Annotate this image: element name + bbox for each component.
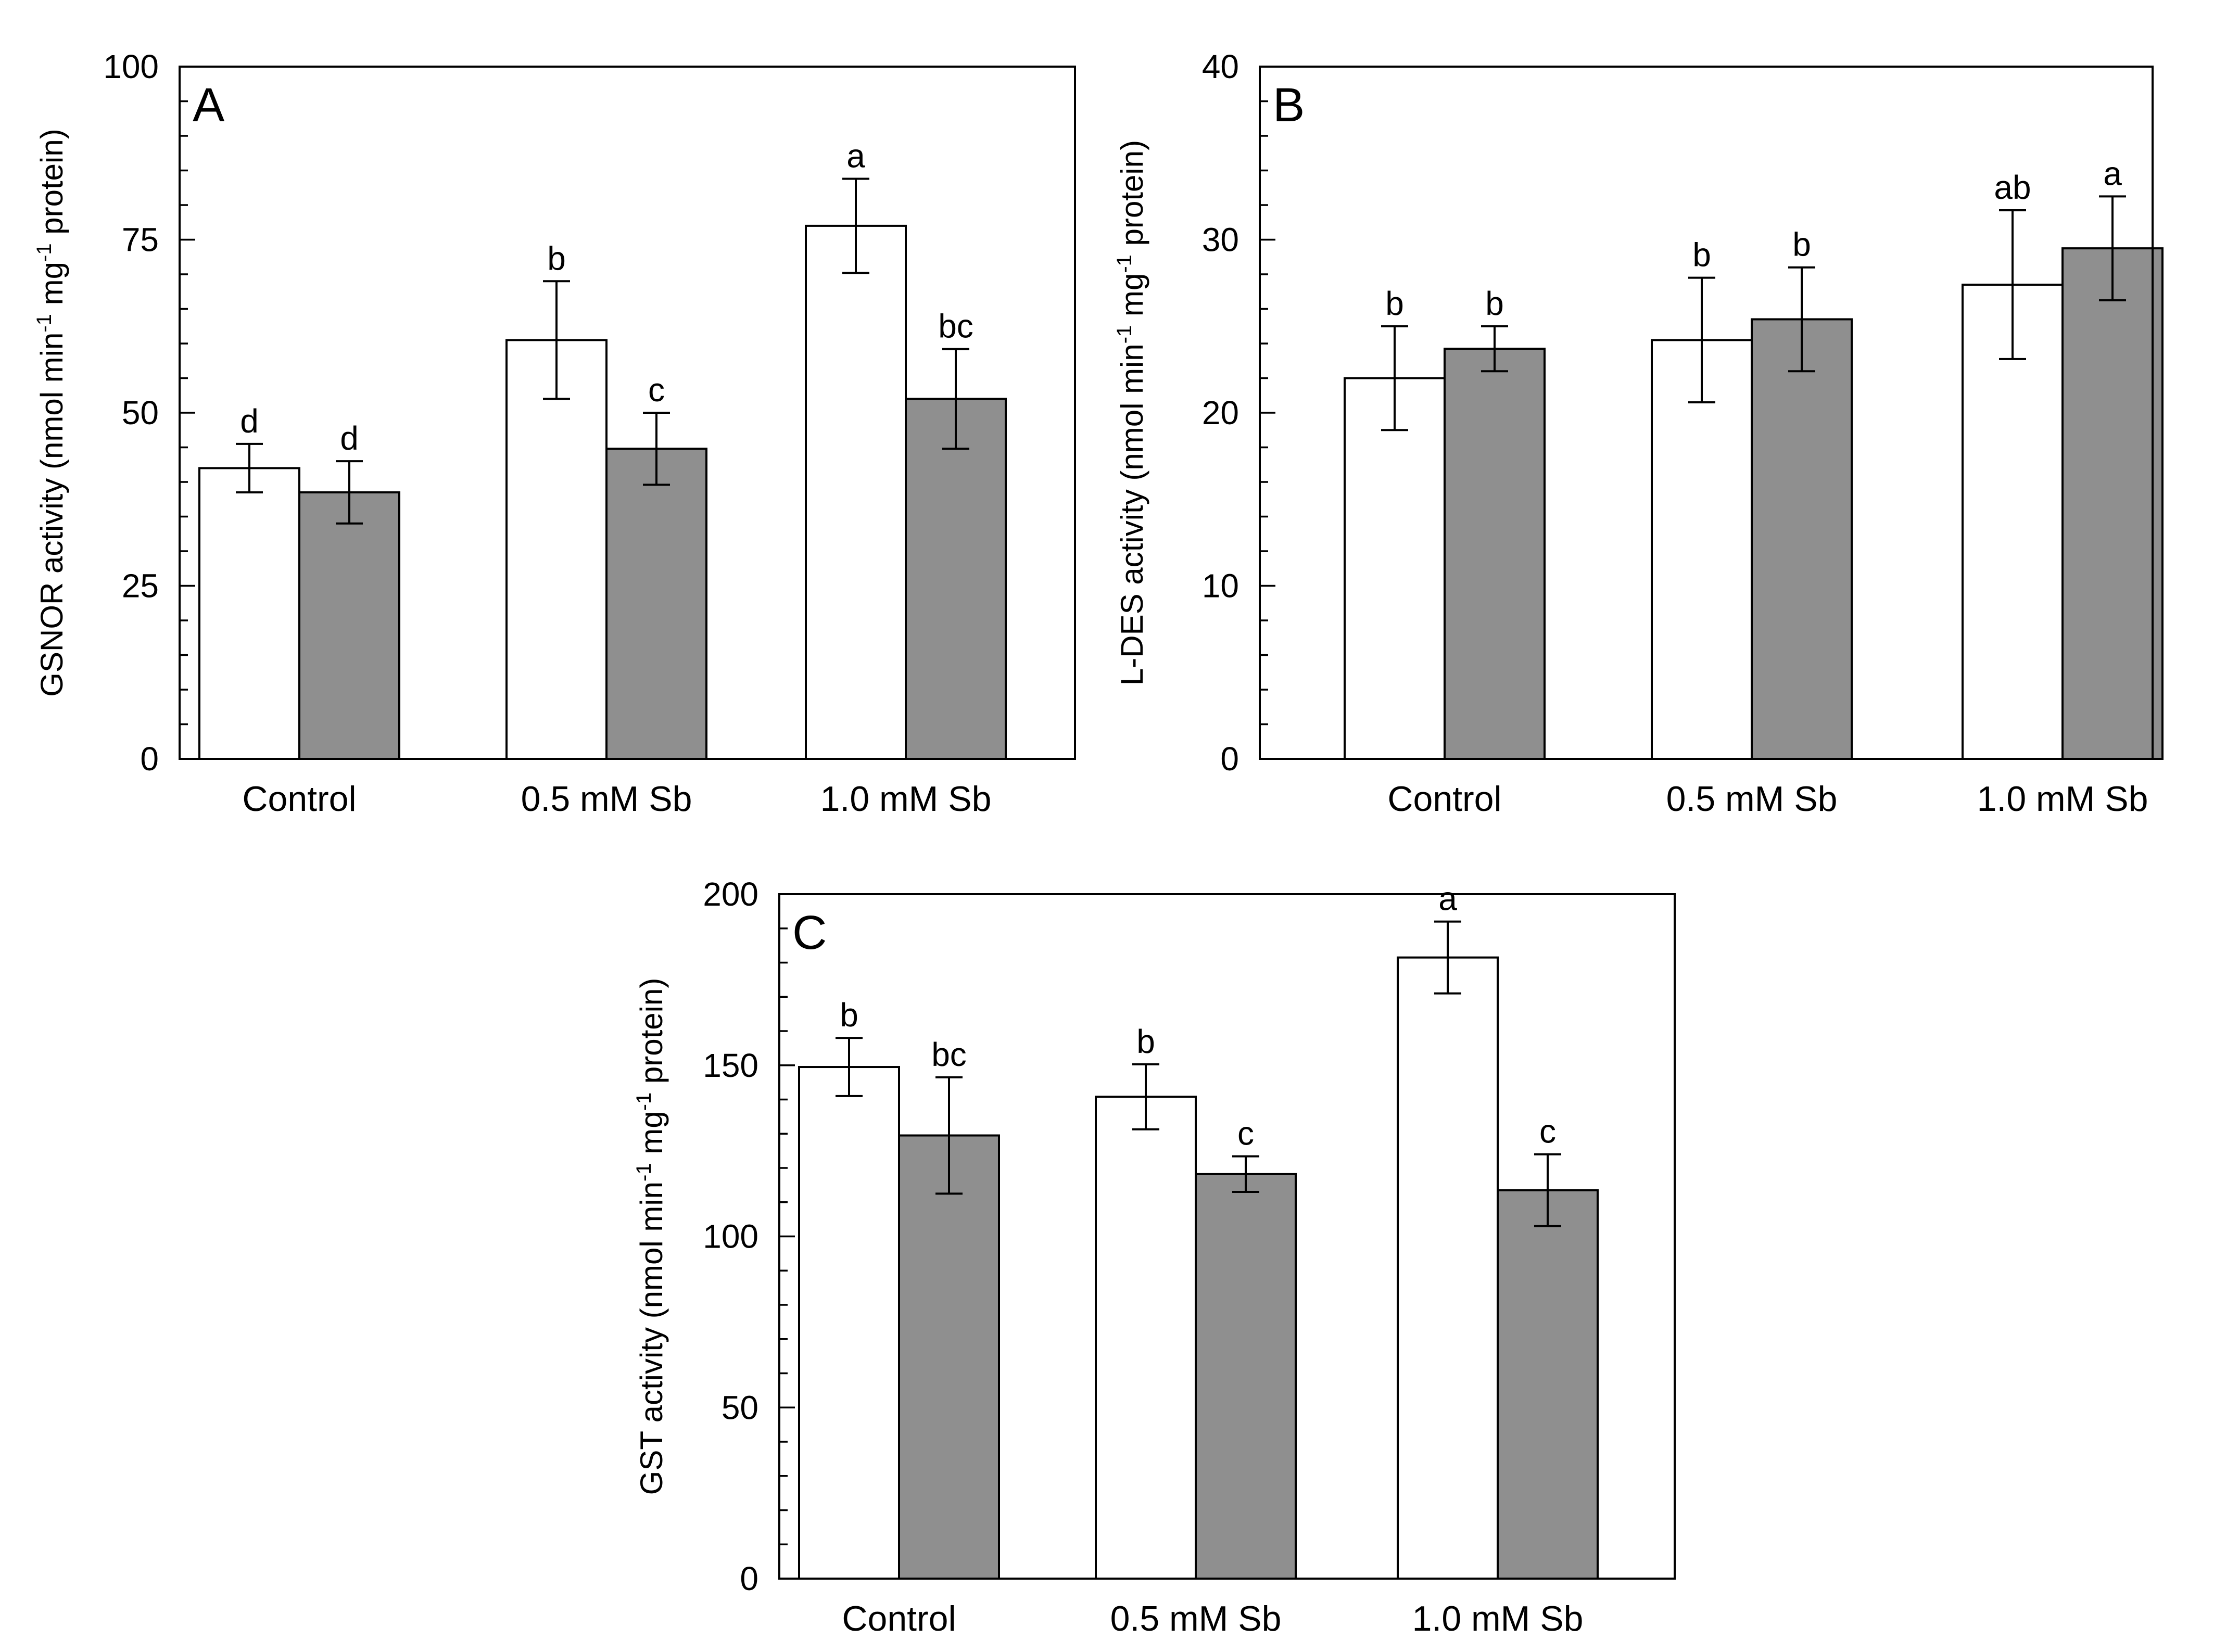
y-tick-label: 25 (122, 567, 159, 605)
bar-gray-2 (605, 448, 707, 760)
y-axis-title-part: -1 (33, 314, 56, 333)
significance-label: bc (931, 1036, 967, 1073)
y-tick-label: 0 (740, 1560, 758, 1597)
x-category-label: 1.0 mM Sb (820, 779, 992, 819)
x-category-label: 1.0 mM Sb (1977, 779, 2148, 819)
y-tick-label: 30 (1202, 221, 1239, 259)
significance-label: a (2103, 155, 2122, 192)
y-axis-title-part: protein) (1115, 140, 1149, 255)
x-category-label: Control (1387, 779, 1501, 819)
significance-label: a (1438, 880, 1457, 918)
significance-label: c (1237, 1115, 1254, 1152)
bar-white-1 (198, 467, 300, 760)
bar-gray-3 (1497, 1189, 1599, 1580)
y-axis-title-part: L-DES activity (nmol min (1115, 344, 1149, 685)
significance-label: b (547, 239, 566, 277)
x-category-label: 0.5 mM Sb (1666, 779, 1838, 819)
y-axis-title: GST activity (nmol min-1 mg-1 protein) (633, 978, 669, 1495)
x-category-label: 1.0 mM Sb (1412, 1599, 1584, 1638)
y-tick-label: 75 (122, 221, 159, 259)
y-axis-title-part: GST activity (nmol min (634, 1181, 669, 1495)
significance-label: ab (1994, 169, 2031, 206)
bar-gray-1 (298, 491, 400, 760)
bar-white-3 (1397, 956, 1499, 1580)
bar-gray-3 (905, 398, 1007, 760)
bar-gray-3 (2061, 247, 2164, 760)
y-axis-title-part: -1 (633, 1092, 655, 1111)
y-axis-title: GSNOR activity (nmol min-1 mg-1 protein) (33, 129, 69, 696)
chart-panel-c: b b a bc c c 0 50 100 150 200 Control 0.5 mM Sb 1.0 m… (633, 875, 1676, 1638)
y-tick-label: 10 (1202, 567, 1239, 605)
bar-white-2 (1095, 1096, 1197, 1580)
bar-gray-2 (1751, 318, 1853, 760)
y-axis-title-part: mg (34, 262, 69, 314)
y-axis-title-part: mg (1115, 273, 1149, 325)
y-tick-label: 100 (703, 1218, 758, 1255)
panel-label: B (1273, 79, 1305, 132)
significance-label: b (1792, 226, 1811, 263)
y-tick-label: 150 (703, 1047, 758, 1084)
y-axis-title-part: protein) (634, 978, 669, 1092)
significance-label: b (1136, 1023, 1155, 1060)
significance-label: c (648, 371, 665, 409)
y-tick-label: 0 (1220, 740, 1239, 778)
y-tick-label: 100 (103, 48, 159, 85)
y-axis-title-part: -1 (1113, 255, 1136, 273)
bar-white-2 (505, 339, 608, 760)
bar-gray-1 (898, 1134, 1000, 1580)
y-axis-title-part: GSNOR activity (nmol min (34, 333, 69, 697)
bar-white-1 (1344, 377, 1446, 760)
y-tick-label: 50 (722, 1389, 758, 1426)
y-tick-label: 200 (703, 875, 758, 913)
significance-label: b (1692, 236, 1711, 274)
significance-label: bc (938, 308, 973, 345)
bar-white-3 (805, 224, 907, 760)
significance-label: d (240, 402, 259, 440)
panel-label: A (193, 79, 225, 132)
x-category-label: Control (242, 779, 356, 819)
significance-label: b (1385, 285, 1404, 322)
y-axis-title-part: mg (634, 1111, 669, 1163)
y-tick-label: 20 (1202, 394, 1239, 431)
x-category-label: 0.5 mM Sb (521, 779, 692, 819)
y-axis-title-part: -1 (33, 243, 56, 262)
significance-label: b (1485, 285, 1504, 322)
y-tick-label: 50 (122, 394, 159, 431)
y-axis-title-part: protein) (34, 129, 69, 243)
panel-label: C (792, 906, 827, 959)
y-axis-title-part: -1 (633, 1163, 655, 1181)
chart-panel-b: b b ab b b a 0 10 20 30 40 Control 0.5 mM Sb 1.0 mM S… (1113, 48, 2164, 819)
significance-label: d (340, 420, 359, 457)
bar-white-3 (1962, 283, 2064, 760)
significance-label: a (846, 137, 865, 174)
significance-label: c (1539, 1113, 1556, 1150)
x-category-label: 0.5 mM Sb (1110, 1599, 1282, 1638)
bar-white-1 (798, 1066, 900, 1580)
y-tick-label: 0 (140, 740, 159, 778)
y-tick-label: 40 (1202, 48, 1239, 85)
y-axis-title-part: -1 (1113, 325, 1136, 344)
bar-gray-1 (1444, 347, 1546, 760)
significance-label: b (840, 996, 858, 1034)
chart-panel-a: d b a d c bc 0 25 50 75 100 Control 0.5 mM Sb 1.0 mM … (33, 48, 1076, 819)
x-category-label: Control (842, 1599, 956, 1638)
bar-gray-2 (1195, 1173, 1297, 1580)
y-axis-title: L-DES activity (nmol min-1 mg-1 protein) (1113, 140, 1149, 685)
